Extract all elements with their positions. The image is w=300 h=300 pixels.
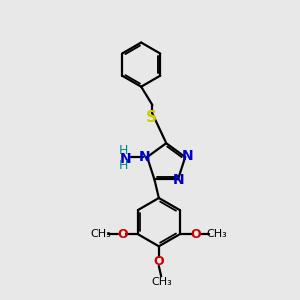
Text: CH₃: CH₃ [152,277,172,286]
Text: N: N [120,152,132,166]
Text: CH₃: CH₃ [207,229,227,239]
Text: H: H [119,159,128,172]
Text: N: N [139,150,151,164]
Text: O: O [154,254,164,268]
Text: N: N [173,173,184,187]
Text: O: O [190,228,201,241]
Text: CH₃: CH₃ [90,229,111,239]
Text: O: O [117,228,128,241]
Text: N: N [182,149,194,164]
Text: H: H [119,144,128,157]
Text: S: S [146,110,156,125]
